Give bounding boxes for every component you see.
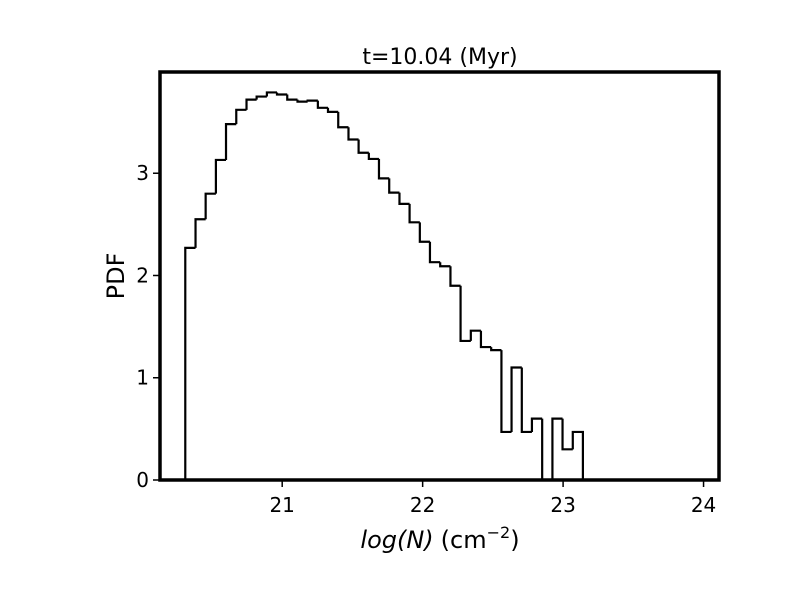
histogram-step <box>377 158 390 180</box>
histogram-step <box>326 107 339 113</box>
x-label-part: log(N) <box>360 526 433 554</box>
histogram-step <box>388 178 400 194</box>
histogram-step <box>520 367 532 434</box>
histogram-step <box>235 108 247 125</box>
y-tick-label: 2 <box>136 263 149 287</box>
histogram-step <box>245 98 257 110</box>
y-tick-label: 1 <box>136 366 149 390</box>
histogram-step <box>439 262 451 268</box>
histogram-step <box>265 91 277 97</box>
y-tick-label: 0 <box>136 468 149 492</box>
histogram-step <box>408 203 420 224</box>
histogram-step <box>510 366 522 432</box>
histogram-step <box>428 241 441 264</box>
histogram-step <box>479 330 492 349</box>
histogram-step <box>194 218 206 248</box>
histogram-step <box>530 417 543 432</box>
y-tick-label: 3 <box>136 161 149 185</box>
histogram-step <box>571 430 585 480</box>
x-tick-label: 22 <box>410 493 435 517</box>
histogram-step <box>398 192 410 206</box>
chart-title: t=10.04 (Myr) <box>362 45 517 70</box>
histogram-step <box>184 246 196 480</box>
histogram-step <box>204 192 216 220</box>
histogram-step <box>347 127 359 141</box>
histogram-step <box>275 92 288 96</box>
histogram-step <box>418 222 430 243</box>
x-label-part: −2 <box>487 523 511 542</box>
histogram-step <box>561 418 573 451</box>
histogram-step <box>459 285 471 343</box>
x-tick-label: 24 <box>691 493 716 517</box>
histogram-step <box>367 152 379 161</box>
y-axis-label: PDF <box>102 253 130 300</box>
histogram-step <box>500 350 512 434</box>
histogram-step <box>357 139 369 154</box>
x-label-part: ) <box>510 526 519 554</box>
histogram-step <box>551 417 563 480</box>
histogram-step <box>306 99 318 102</box>
x-label-part: (cm <box>441 526 487 554</box>
x-tick-label: 23 <box>550 493 575 517</box>
histogram-step <box>214 158 227 194</box>
plot-frame <box>158 70 721 482</box>
x-tick-label: 21 <box>269 493 294 517</box>
histogram-step <box>296 99 308 103</box>
histogram-step <box>316 100 328 109</box>
histogram-step <box>255 95 267 100</box>
histogram-step <box>490 347 502 352</box>
histogram-step <box>541 418 553 482</box>
histogram-step <box>337 111 349 129</box>
histogram-step <box>224 123 237 160</box>
histogram-step <box>469 329 481 341</box>
x-axis-label: log(N) (cm−2) <box>360 523 519 554</box>
histogram-step <box>449 266 461 287</box>
histogram-step <box>286 94 298 101</box>
